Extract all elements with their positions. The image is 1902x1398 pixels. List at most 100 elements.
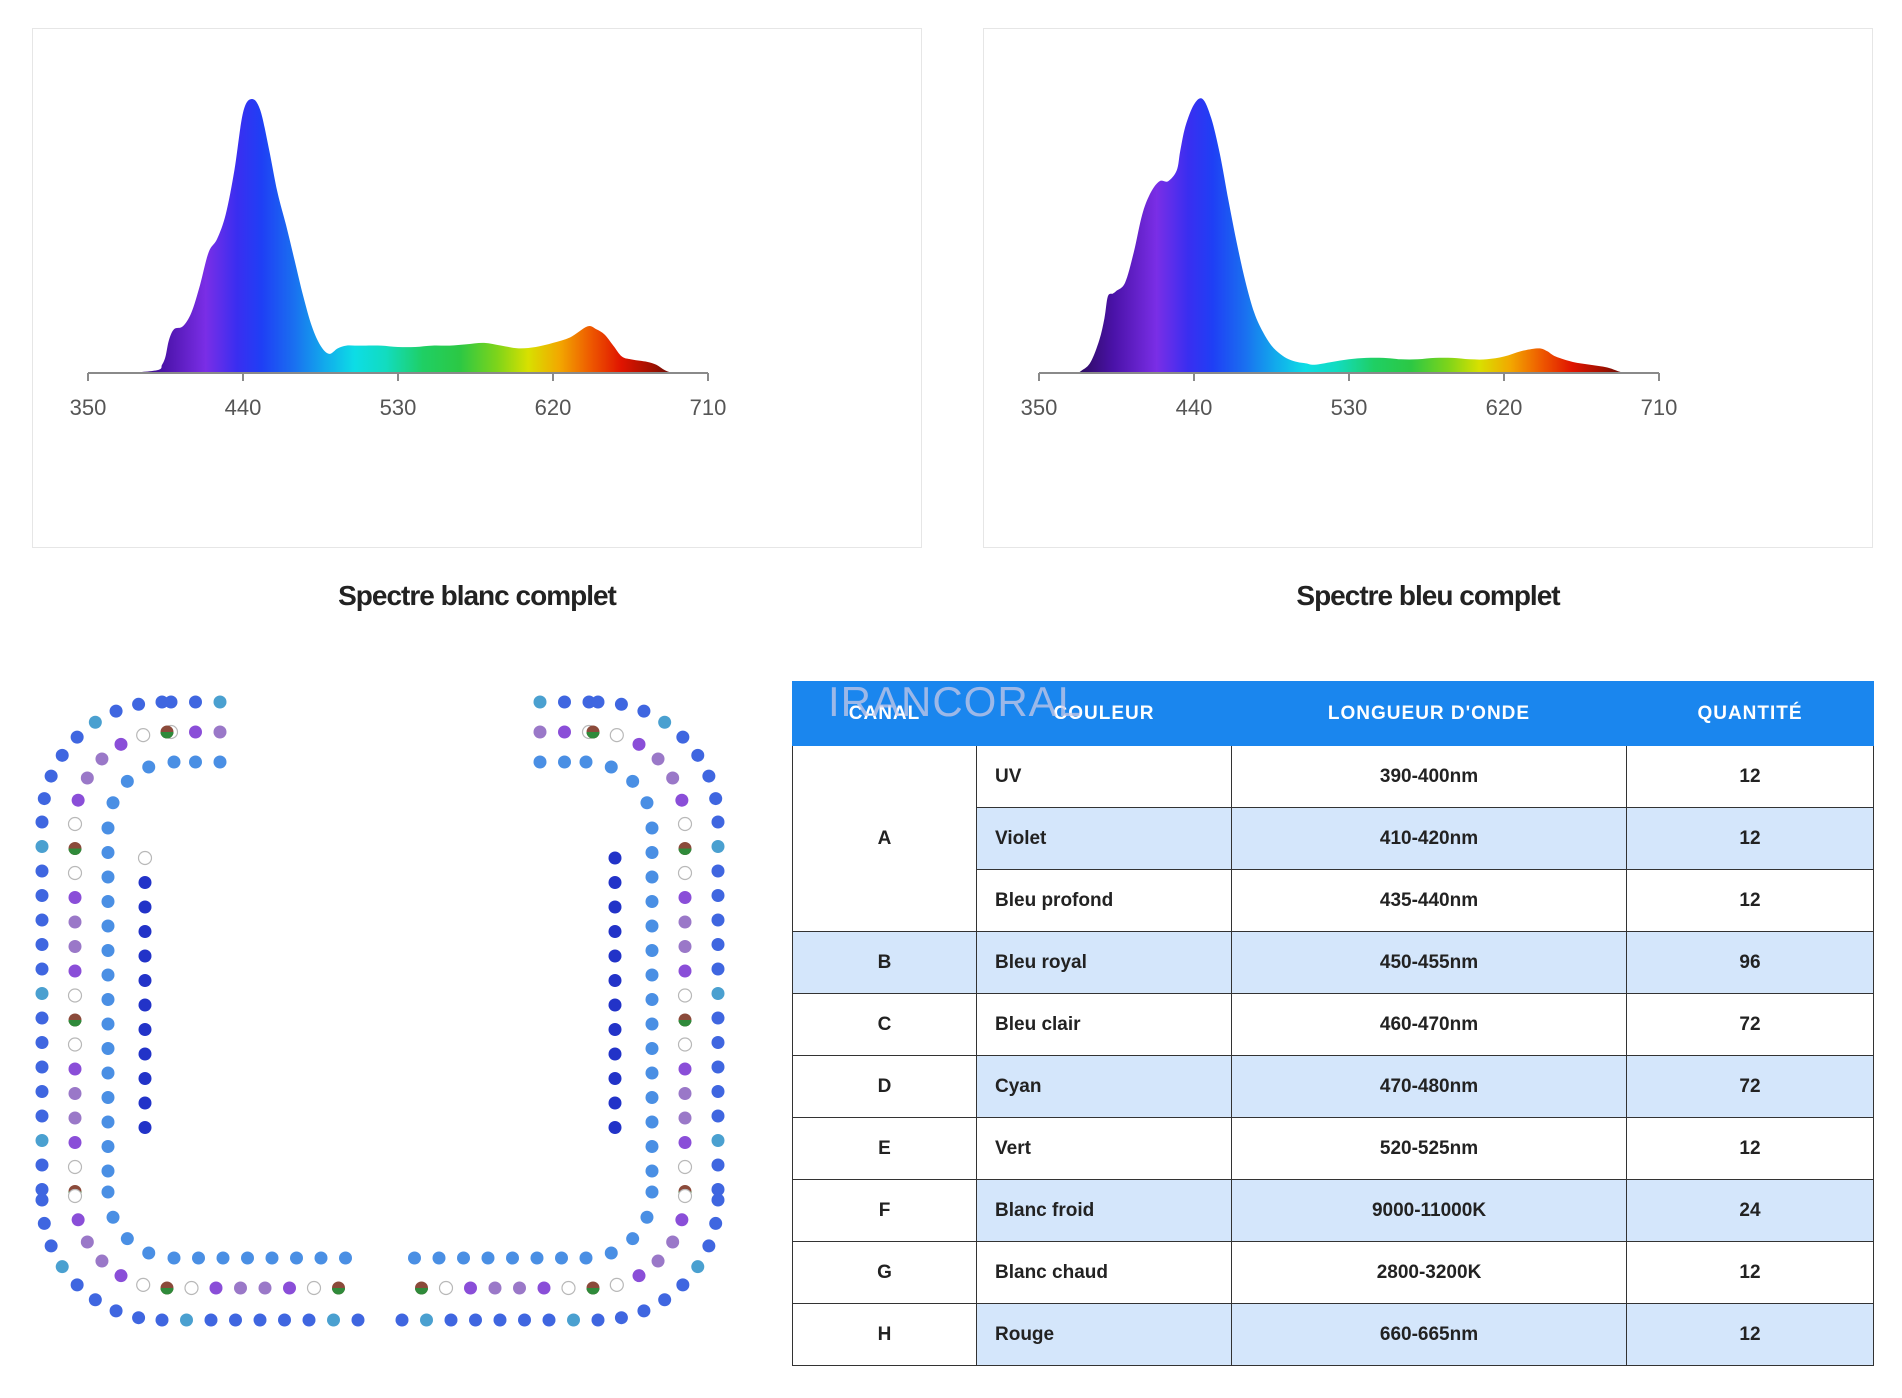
cell-quantity: 72 [1626,1055,1874,1118]
cell-color: UV [976,745,1232,808]
led-dot [35,889,49,902]
led-dot [645,968,659,982]
table-row: G Blanc chaud 2800-3200K 12 [792,1241,1874,1304]
led-dot [35,1193,49,1207]
cell-wavelength: 435-440nm [1231,869,1627,932]
led-dot [101,968,115,982]
led-dot [678,1136,692,1149]
led-dot [645,1115,659,1129]
led-dot [481,1251,495,1265]
led-dot [506,1251,519,1265]
led-dot-half [68,848,82,855]
led-dot [677,1188,693,1204]
led-dot [101,919,115,933]
led-dot [395,1313,409,1327]
table-row: H Rouge 660-665nm 12 [792,1303,1874,1366]
led-dot [709,1216,723,1230]
led-dot [711,1060,725,1074]
cell-quantity: 12 [1626,1241,1874,1304]
led-dot [530,1251,544,1265]
led-dot [432,1251,446,1265]
led-dot [677,816,693,832]
cell-channel: G [792,1241,977,1304]
led-dot [164,695,178,709]
led-dot [677,865,693,881]
table-row: C Bleu clair 460-470nm 72 [792,993,1874,1056]
led-dot [493,1313,507,1327]
led-dot [283,1281,296,1295]
led-dot [114,737,128,751]
led-dot [314,1251,328,1265]
led-dot [55,1260,69,1274]
chart-caption-blue: Spectre bleu complet [1296,580,1560,611]
led-dot [678,915,692,929]
led-dot [702,1239,716,1253]
led-dot [608,1121,622,1134]
led-dot [711,1085,725,1098]
led-dot [608,1096,622,1110]
led-dot [101,1017,115,1031]
led-dot [408,1251,421,1265]
x-tick-label: 530 [380,395,417,420]
led-dot [420,1313,433,1327]
led-dot [632,737,646,751]
led-dot [213,695,227,709]
led-dot [711,1011,725,1025]
led-dot [675,1213,689,1227]
led-dot [709,792,723,806]
led-dot [109,704,123,718]
led-dot [608,998,622,1012]
led-dot [558,695,571,709]
led-dot [167,1251,181,1265]
cell-quantity: 12 [1626,807,1874,870]
led-dot [645,1066,659,1080]
led-dot [109,1304,123,1318]
led-dot [678,940,692,953]
led-dot [101,1042,115,1055]
led-dot [645,821,659,835]
led-dot [518,1313,531,1327]
cell-quantity: 12 [1626,1117,1874,1180]
led-dot [645,1017,659,1031]
led-dot [637,1304,651,1318]
led-dot [579,755,593,769]
led-dot [204,1313,218,1327]
led-dot [645,1140,659,1153]
led-dot [438,1280,454,1296]
table-header-row: CANAL COULEUR LONGUEUR D'ONDE QUANTITÉ [792,681,1874,746]
led-dot [67,865,83,881]
led-dot-half [160,1288,174,1295]
led-dot [142,760,156,774]
cell-channel: C [792,993,977,1056]
led-dot [80,771,94,785]
led-dot [678,1111,692,1125]
led-dot [626,774,640,788]
led-dot [68,1111,82,1125]
led-dot [278,1313,291,1327]
led-dot [137,850,153,866]
cell-quantity: 72 [1626,993,1874,1056]
led-dot [67,988,83,1003]
cell-channel: D [792,1055,977,1118]
led-dot [678,964,692,978]
led-dot [327,1313,340,1327]
led-dot [711,1193,725,1207]
led-dot [241,1251,254,1265]
led-dot [542,1313,556,1327]
cell-color: Bleu royal [976,931,1232,994]
led-dot [658,1293,672,1307]
led-dot [95,1254,109,1268]
led-dot [88,715,102,729]
led-dot [513,1281,526,1295]
led-dot [229,1313,242,1327]
led-dot [68,1087,82,1100]
cell-channel: B [792,931,977,994]
led-dot [35,840,49,853]
led-dot [677,1159,693,1175]
led-dot [645,919,659,933]
led-dot [582,695,596,709]
led-dot-half [678,848,692,855]
led-dot [101,1164,115,1178]
table-row: Violet 410-420nm 12 [793,807,1874,870]
led-dot [676,1278,690,1292]
